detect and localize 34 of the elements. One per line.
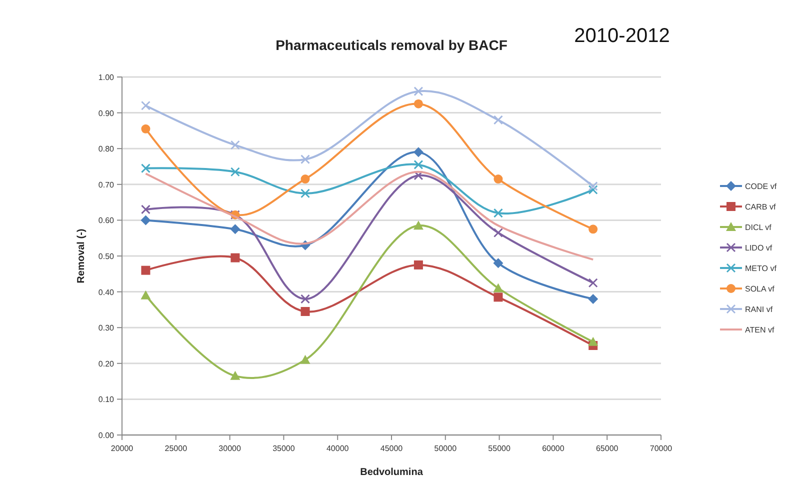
x-tick-label: 35000 <box>272 444 296 453</box>
legend-label: RANI vf <box>745 305 774 314</box>
legend-label: CARB vf <box>745 202 776 212</box>
y-tick-label: 0.10 <box>98 395 115 404</box>
y-tick-label: 0.90 <box>98 108 115 118</box>
x-tick-label: 50000 <box>434 444 458 453</box>
y-tick-label: 0.50 <box>98 252 115 261</box>
y-tick-label: 0.80 <box>98 144 115 154</box>
x-tick-label: 60000 <box>542 444 565 453</box>
x-tick-label: 70000 <box>650 444 673 453</box>
x-tick-label: 45000 <box>380 444 404 453</box>
y-axis-title: Removal (-) <box>76 228 87 284</box>
legend-label: SOLA vf <box>745 284 776 294</box>
y-tick-label: 0.40 <box>98 288 115 297</box>
x-axis-title: Bedvolumina <box>360 467 424 478</box>
legend-label: LIDO vf <box>745 244 773 252</box>
legend-label: METO vf <box>745 264 778 273</box>
y-tick-label: 1.00 <box>98 73 115 82</box>
text: 2010-2012 <box>574 25 670 47</box>
x-tick-label: 55000 <box>488 444 511 453</box>
x-tick-label: 40000 <box>326 444 350 453</box>
y-tick-label: 0.00 <box>98 431 115 440</box>
y-tick-label: 0.60 <box>98 216 115 226</box>
x-tick-label: 25000 <box>164 444 188 453</box>
x-tick-label: 20000 <box>110 444 134 453</box>
legend-label: ATEN vf <box>745 326 775 334</box>
y-tick-label: 0.20 <box>98 359 115 368</box>
chart-title: Pharmaceuticals removal by BACF <box>276 37 508 53</box>
x-tick-label: 65000 <box>596 444 619 453</box>
x-tick-label: 30000 <box>218 444 242 453</box>
y-tick-label: 0.70 <box>98 180 115 190</box>
legend-label: CODE vf <box>745 182 778 191</box>
y-tick-label: 0.30 <box>98 324 115 333</box>
legend-label: DICL vf <box>745 223 772 232</box>
